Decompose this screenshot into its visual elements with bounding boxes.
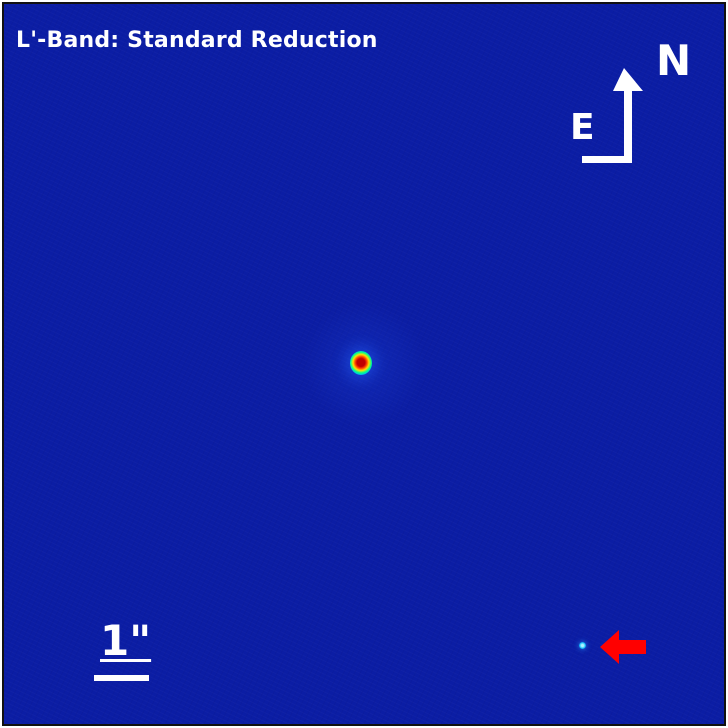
north-label: N [656, 36, 692, 85]
primary-star-peak [350, 351, 372, 375]
east-label: E [570, 107, 595, 148]
companion-point-source [579, 642, 586, 649]
image-title: L'-Band: Standard Reduction [16, 28, 378, 53]
north-east-compass-icon [582, 68, 643, 163]
scale-bar: 1" [92, 620, 152, 684]
scale-label: 1" [100, 616, 152, 665]
scale-bar-icon [94, 675, 149, 681]
compass: N E [570, 34, 700, 174]
red-left-arrow-icon [600, 630, 646, 664]
